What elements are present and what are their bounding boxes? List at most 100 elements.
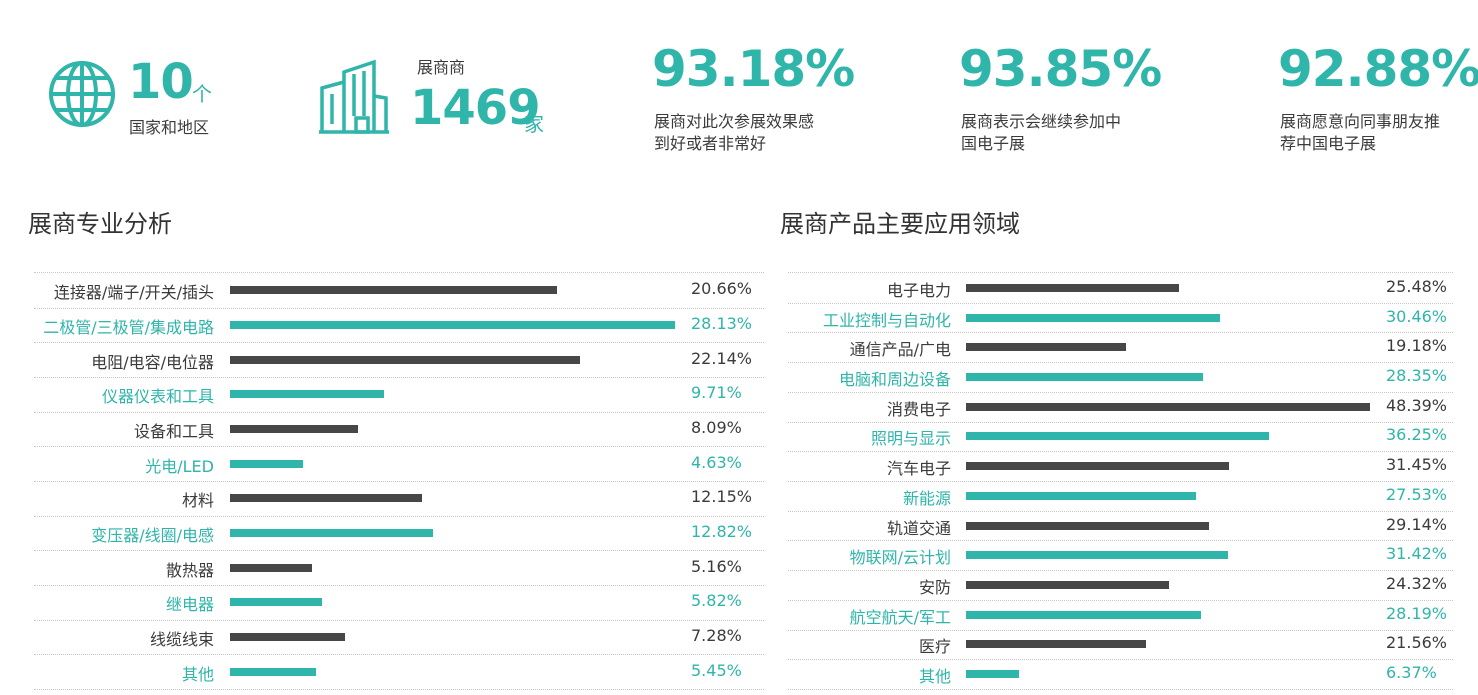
- chart-row: 变压器/线圈/电感 12.82%: [34, 516, 764, 552]
- bar: [230, 667, 317, 676]
- bar-category-label: 通信产品/广电: [849, 340, 951, 360]
- chart-row: 航空航天/军工 28.19%: [788, 600, 1453, 631]
- bar-value-label: 6.37%: [1386, 663, 1437, 683]
- chart-row: 消费电子 48.39%: [788, 392, 1453, 423]
- satisfaction-text-2: 到好或者非常好: [654, 134, 767, 153]
- bar-value-label: 7.28%: [691, 625, 742, 645]
- chart-row: 二极管/三极管/集成电路 28.13%: [34, 308, 764, 344]
- right-section-title: 展商产品主要应用领域: [780, 210, 1020, 238]
- bar-category-label: 继电器: [165, 595, 214, 615]
- bar: [230, 598, 323, 607]
- chart-row: 仪器仪表和工具 9.71%: [34, 377, 764, 413]
- bar-value-label: 9.71%: [691, 383, 742, 403]
- chart-row: 材料 12.15%: [34, 481, 764, 517]
- bar-category-label: 其他: [918, 667, 951, 687]
- bar-value-label: 36.25%: [1386, 425, 1448, 445]
- exhibitors-label: 展商商: [417, 58, 466, 77]
- countries-unit: 个: [192, 82, 212, 106]
- chart-row: 汽车电子 31.45%: [788, 451, 1453, 482]
- chart-row: 光电/LED 4.63%: [34, 446, 764, 482]
- chart-row: 电子电力 25.48%: [788, 273, 1453, 304]
- left-bar-chart: 连接器/端子/开关/插头 20.66% 二极管/三极管/集成电路 28.13% 电阻/电…: [34, 272, 764, 690]
- return-percent: 93.85%: [959, 40, 1162, 98]
- left-section-title: 展商专业分析: [28, 210, 172, 238]
- chart-row: 继电器 5.82%: [34, 585, 764, 621]
- bar: [230, 459, 304, 468]
- chart-row: 安防 24.32%: [788, 570, 1453, 601]
- stat-countries: 10 个 国家和地区: [48, 56, 248, 146]
- chart-row: 其他 6.37%: [788, 659, 1453, 690]
- bar-value-label: 8.09%: [691, 417, 742, 437]
- bar-category-label: 安防: [918, 577, 951, 597]
- chart-row: 物联网/云计划 31.42%: [788, 540, 1453, 572]
- bar-category-label: 电子电力: [886, 280, 951, 300]
- chart-row: 通信产品/广电 19.18%: [788, 332, 1453, 364]
- countries-number: 10: [128, 54, 194, 110]
- bar-category-label: 电脑和周边设备: [838, 369, 951, 389]
- bar-value-label: 12.15%: [691, 487, 753, 507]
- bar: [966, 283, 1179, 292]
- bar-value-label: 28.13%: [691, 313, 753, 333]
- chart-row: 照明与显示 36.25%: [788, 422, 1453, 453]
- bar-value-label: 20.66%: [691, 279, 753, 299]
- bar: [230, 563, 312, 572]
- bar: [966, 402, 1370, 411]
- bar: [966, 343, 1127, 352]
- bar-category-label: 变压器/线圈/电感: [91, 525, 214, 545]
- chart-row: 散热器 5.16%: [34, 550, 764, 586]
- bar: [230, 286, 557, 295]
- bar-category-label: 线缆线束: [149, 629, 214, 649]
- bar-category-label: 设备和工具: [133, 421, 214, 441]
- bar-category-label: 物联网/云计划: [849, 548, 951, 568]
- globe-icon: [49, 61, 115, 127]
- bar-value-label: 31.45%: [1386, 455, 1448, 475]
- bar-category-label: 二极管/三极管/集成电路: [43, 317, 214, 337]
- exhibitors-number: 1469: [410, 80, 541, 136]
- bar-category-label: 新能源: [902, 488, 951, 508]
- bar-category-label: 照明与显示: [870, 429, 951, 449]
- bar: [230, 390, 384, 399]
- bar-category-label: 轨道交通: [886, 518, 951, 538]
- bar: [966, 640, 1146, 649]
- chart-row: 电阻/电容/电位器 22.14%: [34, 342, 764, 378]
- bar-value-label: 24.32%: [1386, 573, 1448, 593]
- bar-value-label: 30.46%: [1386, 306, 1448, 326]
- bar: [230, 632, 346, 641]
- chart-row: 其他 5.45%: [34, 654, 764, 690]
- bar-value-label: 27.53%: [1386, 484, 1448, 504]
- bar-category-label: 电阻/电容/电位器: [91, 352, 214, 372]
- bar-value-label: 12.82%: [691, 521, 753, 541]
- chart-row: 新能源 27.53%: [788, 481, 1453, 512]
- bar: [966, 313, 1221, 322]
- bar-value-label: 48.39%: [1386, 395, 1448, 415]
- bar: [966, 491, 1196, 500]
- satisfaction-text-1: 展商对此次参展效果感: [654, 112, 815, 131]
- bar-value-label: 22.14%: [691, 348, 753, 368]
- bar: [966, 610, 1202, 619]
- right-bar-chart: 电子电力 25.48% 工业控制与自动化 30.46% 通信产品/广电 19.18% 电脑和…: [788, 272, 1453, 690]
- chart-row: 设备和工具 8.09%: [34, 412, 764, 448]
- bar: [230, 320, 675, 329]
- bar-category-label: 其他: [181, 664, 214, 684]
- bar-category-label: 材料: [181, 491, 214, 511]
- bar-value-label: 25.48%: [1386, 276, 1448, 296]
- bar-category-label: 医疗: [918, 637, 951, 657]
- bar: [230, 494, 423, 503]
- bar-value-label: 5.45%: [691, 660, 742, 680]
- recommend-text-1: 展商愿意向同事朋友推: [1280, 112, 1441, 131]
- satisfaction-percent: 93.18%: [652, 40, 855, 98]
- bar-category-label: 航空航天/军工: [849, 607, 951, 627]
- bar-value-label: 28.19%: [1386, 603, 1448, 623]
- countries-label: 国家和地区: [129, 118, 210, 137]
- bar: [966, 551, 1229, 560]
- bar-category-label: 仪器仪表和工具: [101, 387, 214, 407]
- bar-value-label: 19.18%: [1386, 336, 1448, 356]
- bar-value-label: 29.14%: [1386, 514, 1448, 534]
- recommend-text-2: 荐中国电子展: [1280, 134, 1377, 153]
- chart-row: 线缆线束 7.28%: [34, 620, 764, 656]
- exhibitors-unit: 家: [524, 112, 544, 136]
- bar-value-label: 31.42%: [1386, 544, 1448, 564]
- bar-value-label: 5.16%: [691, 556, 742, 576]
- bar-category-label: 工业控制与自动化: [822, 310, 951, 330]
- bar: [966, 372, 1203, 381]
